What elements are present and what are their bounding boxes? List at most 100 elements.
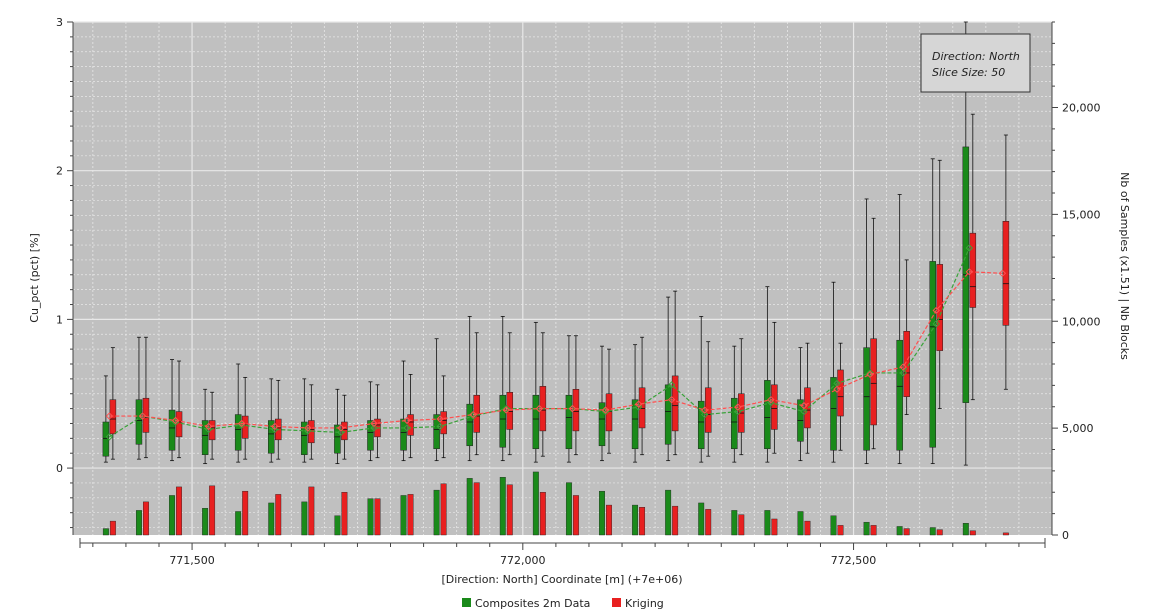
x-tick-label: 772,500 <box>831 554 877 567</box>
grid-lines <box>73 21 1052 535</box>
count-bar <box>433 489 440 536</box>
count-bar <box>341 492 348 536</box>
box <box>664 384 672 445</box>
box <box>929 261 936 448</box>
mean-marker <box>634 400 643 408</box>
box <box>208 420 216 441</box>
count-bar <box>539 492 546 536</box>
right-tick-label: 10,000 <box>1062 315 1101 328</box>
count-bar <box>407 494 414 536</box>
count-bar <box>473 482 480 536</box>
mean-marker <box>866 369 874 377</box>
mean-marker <box>601 407 610 416</box>
count-bar <box>804 520 811 536</box>
mean-marker <box>701 406 709 414</box>
box <box>334 424 341 454</box>
right-tick-label: 5,000 <box>1062 422 1094 435</box>
count-bar <box>202 508 209 536</box>
count-bar <box>143 501 149 536</box>
legend-swatch-composites <box>462 598 471 607</box>
count-bars <box>102 471 1009 536</box>
count-bar <box>698 502 705 536</box>
mean-marker <box>535 404 544 413</box>
count-bar <box>176 486 182 536</box>
box <box>168 409 176 451</box>
mean-marker <box>436 422 444 431</box>
box <box>631 399 639 450</box>
count-bar <box>1002 532 1009 536</box>
mean-marker <box>899 369 907 377</box>
mean-marker <box>436 415 444 423</box>
box <box>301 421 308 455</box>
x-axis-label: [Direction: North] Coordinate [m] (+7e+0… <box>441 573 682 586</box>
box <box>440 411 447 435</box>
box <box>870 338 877 426</box>
mean-marker <box>204 422 213 431</box>
legend-label-kriging: Kriging <box>625 597 664 610</box>
mean-marker <box>833 385 841 393</box>
legend: Composites 2m Data Kriging <box>462 597 664 610</box>
box-plots <box>102 21 1010 466</box>
count-bar <box>837 525 844 536</box>
axis-ticks: 0 1 2 3 0 5,000 10,000 15,000 20,000 771,500 772,0… <box>56 16 1101 567</box>
box <box>572 389 580 432</box>
count-bar <box>632 504 639 536</box>
y-axis-right-label: Nb of Samples (x1.51) | Nb Blocks <box>1118 172 1131 360</box>
annotation-box: Direction: North Slice Size: 50 <box>920 33 1031 93</box>
box <box>863 347 870 451</box>
mean-marker <box>204 425 213 434</box>
count-bar <box>506 484 513 536</box>
box <box>433 414 440 450</box>
count-bar <box>235 511 242 536</box>
box <box>407 414 414 436</box>
mean-marker <box>469 412 477 420</box>
count-bar <box>731 510 738 536</box>
count-bar <box>374 498 381 536</box>
box <box>837 369 844 417</box>
mean-marker <box>502 406 510 414</box>
box <box>969 232 977 308</box>
mean-marker <box>403 424 411 432</box>
annotation-slice-size: Slice Size: 50 <box>932 66 1005 79</box>
mean-marker <box>866 370 874 379</box>
mean-marker <box>237 421 246 429</box>
mean-marker <box>965 268 974 276</box>
count-bar <box>572 495 579 536</box>
count-bar <box>400 495 407 536</box>
count-bar <box>896 526 903 536</box>
legend-label-composites: Composites 2m Data <box>475 597 590 610</box>
mean-marker <box>237 419 246 428</box>
box <box>466 403 473 447</box>
count-bar <box>308 486 315 536</box>
mean-marker <box>304 424 312 432</box>
left-tick-label: 2 <box>56 165 63 178</box>
box <box>936 264 943 351</box>
box <box>135 399 143 445</box>
right-tick-label: 15,000 <box>1062 208 1101 221</box>
count-bar <box>532 471 539 536</box>
count-bar <box>665 489 672 536</box>
count-bar <box>962 523 969 536</box>
mean-marker <box>138 412 147 420</box>
count-bar <box>301 501 308 536</box>
mean-marker <box>767 395 775 404</box>
annotation-direction: Direction: North <box>932 50 1020 63</box>
box <box>367 420 374 451</box>
count-bar <box>169 495 175 536</box>
count-bar <box>870 525 877 536</box>
mean-marker <box>998 269 1007 278</box>
right-tick-label: 20,000 <box>1062 102 1101 115</box>
left-tick-label: 1 <box>56 313 63 326</box>
mean-marker <box>370 419 378 428</box>
box <box>731 397 738 450</box>
mean-marker <box>767 398 775 407</box>
box <box>697 400 705 450</box>
mean-marker <box>171 418 180 426</box>
box <box>565 394 573 450</box>
count-bar <box>672 505 679 536</box>
left-tick-label: 0 <box>56 462 63 475</box>
count-bar <box>797 511 804 536</box>
count-bar <box>268 502 275 536</box>
mean-marker <box>469 410 477 419</box>
box <box>499 394 507 448</box>
